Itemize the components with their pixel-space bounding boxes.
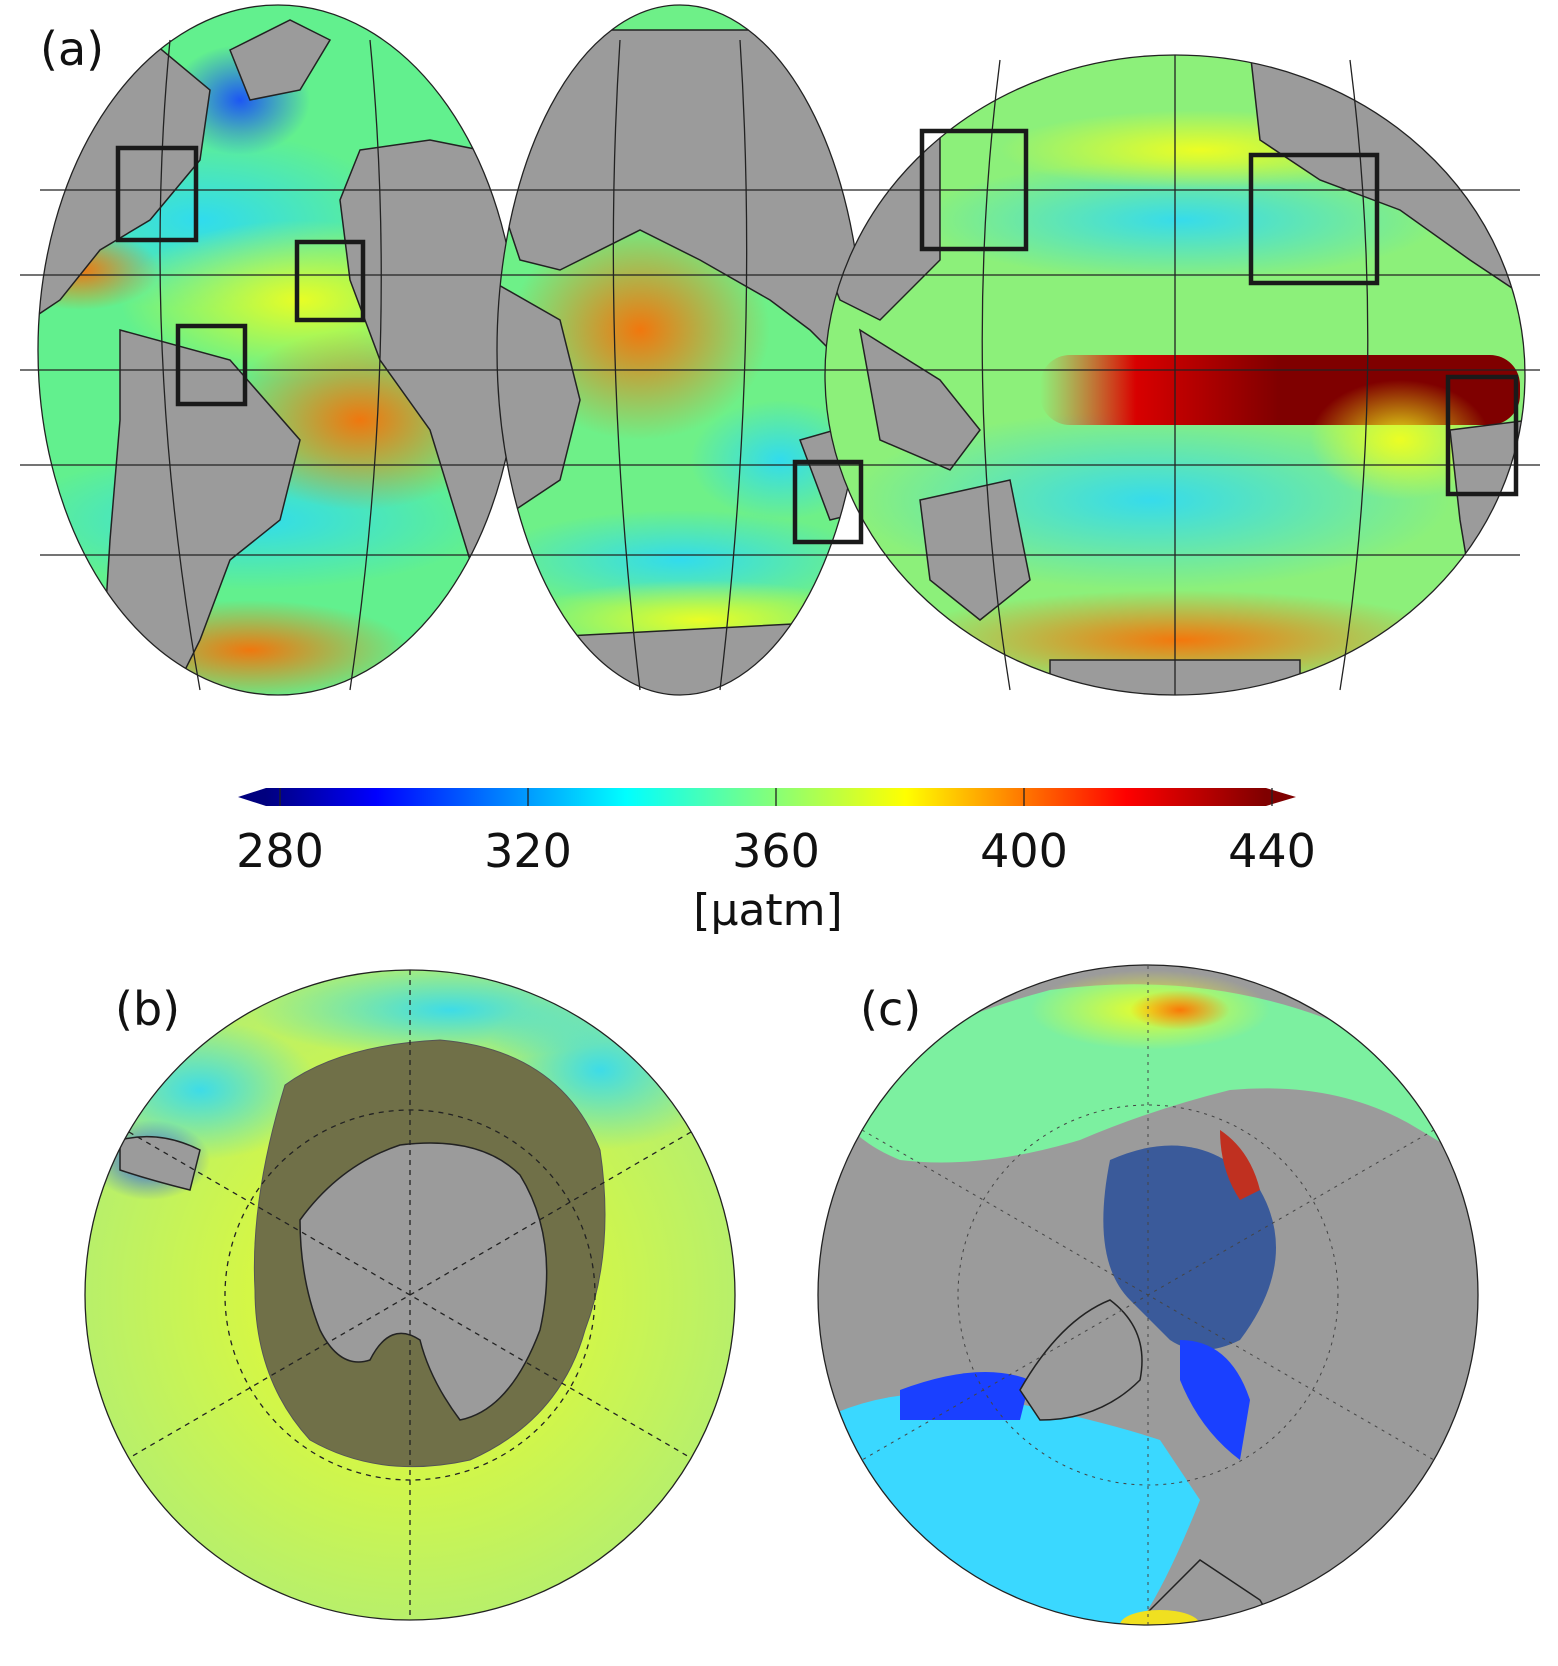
- region-box-peru: [1445, 374, 1519, 497]
- antarctica-land: [299, 1142, 548, 1421]
- region-box-w-australia: [792, 459, 864, 545]
- graticule: [20, 39, 1540, 695]
- colorbar-tick-label: 320: [484, 824, 572, 878]
- panel-label-a: (a): [40, 22, 104, 76]
- panel-label-b: (b): [115, 982, 180, 1036]
- graticule-south: [128, 970, 692, 1620]
- colorbar-extend-max: [1266, 788, 1296, 806]
- colorbar: 280 320 360 400 440 [µatm]: [236, 788, 1316, 936]
- colorbar-unit-label: [µatm]: [693, 885, 842, 936]
- colorbar-tick-label: 360: [732, 824, 820, 878]
- colorbar-tick-label: 440: [1228, 824, 1316, 878]
- panel-c-map: (c): [817, 964, 1479, 1626]
- region-box-nw-africa: [294, 239, 366, 323]
- indian-lobe: [497, 5, 863, 695]
- panel-b-map: (b): [84, 969, 736, 1621]
- colorbar-tick-label: 280: [236, 824, 324, 878]
- colorbar-gradient: [266, 788, 1266, 806]
- atlantic-lobe: [38, 5, 518, 695]
- region-box-california: [1248, 152, 1380, 286]
- region-box-caribbean: [175, 323, 248, 407]
- panel-label-c: (c): [860, 982, 921, 1036]
- colorbar-extend-min: [238, 788, 266, 806]
- panel-a-map: (a): [20, 4, 1540, 696]
- colorbar-ticks: [279, 788, 1273, 806]
- region-box-japan: [919, 128, 1029, 252]
- region-boxes: [115, 128, 1519, 545]
- graticule-north: [861, 966, 1435, 1625]
- colorbar-tick-label: 400: [980, 824, 1068, 878]
- region-box-us-east-coast: [115, 145, 199, 243]
